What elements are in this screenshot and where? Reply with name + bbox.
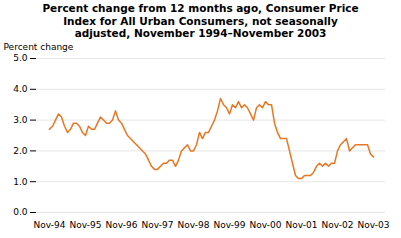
svg-text:Nov-97: Nov-97: [141, 220, 173, 230]
svg-text:1.0: 1.0: [13, 176, 28, 186]
svg-text:Nov-98: Nov-98: [177, 220, 209, 230]
svg-text:Nov-95: Nov-95: [69, 220, 101, 230]
svg-text:Nov-94: Nov-94: [33, 220, 65, 230]
html-text:Percent change from 12 months: Percent change from 12 months ago, Consu…: [42, 2, 359, 40]
svg-text:Nov-03: Nov-03: [357, 220, 389, 230]
svg-text:3.0: 3.0: [13, 115, 28, 125]
svg-text:Nov-00: Nov-00: [249, 220, 281, 230]
svg-text:Percent change: Percent change: [4, 42, 74, 52]
svg-text:Nov-01: Nov-01: [285, 220, 317, 230]
svg-text:2.0: 2.0: [13, 146, 28, 156]
svg-text:Nov-99: Nov-99: [213, 220, 245, 230]
svg-text:4.0: 4.0: [13, 84, 28, 94]
svg-text:Nov-02: Nov-02: [321, 220, 353, 230]
svg-text:0.0: 0.0: [13, 207, 28, 217]
svg-text:5.0: 5.0: [13, 53, 28, 63]
svg-text:Nov-96: Nov-96: [105, 220, 137, 230]
